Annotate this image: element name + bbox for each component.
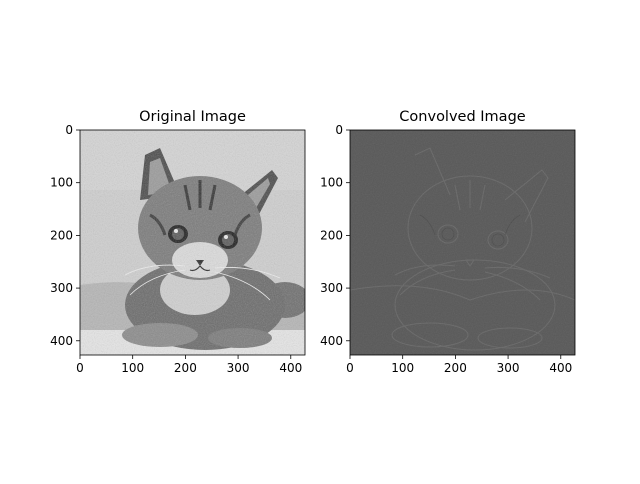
original-image-panel: Original Image	[50, 109, 306, 375]
x-tick-label: 100	[391, 361, 414, 375]
x-tick-label: 400	[549, 361, 572, 375]
y-tick-label: 300	[50, 281, 73, 295]
x-tick-label: 300	[227, 361, 250, 375]
convolved-image	[350, 130, 575, 355]
original-image	[80, 130, 305, 355]
x-tick-label: 400	[279, 361, 302, 375]
y-tick-label: 0	[65, 123, 73, 137]
y-tick-label: 400	[50, 334, 73, 348]
x-tick-label: 0	[76, 361, 84, 375]
convolved-image-panel: Convolved Image	[320, 109, 576, 375]
convolved-image-frame	[349, 129, 576, 356]
x-tick-label: 300	[497, 361, 520, 375]
y-axis: 0 100 200 300 400	[50, 123, 80, 348]
x-axis: 0 100 200 300 400	[76, 355, 302, 375]
x-tick-label: 0	[346, 361, 354, 375]
x-tick-label: 200	[174, 361, 197, 375]
y-tick-label: 0	[335, 123, 343, 137]
y-tick-label: 300	[320, 281, 343, 295]
panel-title: Original Image	[139, 109, 246, 125]
y-tick-label: 400	[320, 334, 343, 348]
x-axis: 0 100 200 300 400	[346, 355, 572, 375]
panel-title: Convolved Image	[399, 109, 525, 125]
y-tick-label: 100	[50, 176, 73, 190]
y-tick-label: 200	[50, 228, 73, 242]
original-image-frame	[79, 129, 306, 356]
x-tick-label: 100	[121, 361, 144, 375]
x-tick-label: 200	[444, 361, 467, 375]
y-tick-label: 200	[320, 228, 343, 242]
y-tick-label: 100	[320, 176, 343, 190]
y-axis: 0 100 200 300 400	[320, 123, 350, 348]
